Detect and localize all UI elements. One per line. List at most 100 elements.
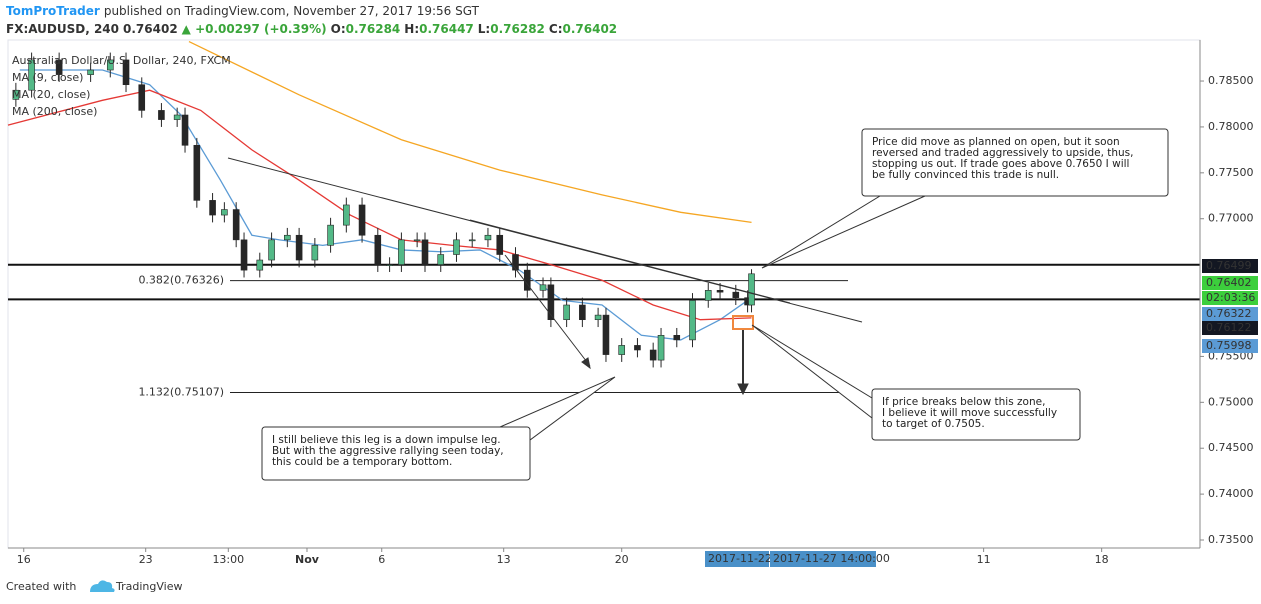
candle-body bbox=[421, 239, 429, 265]
trendline bbox=[469, 219, 791, 304]
fib-label: 1.132(0.75107) bbox=[138, 385, 224, 398]
candle-body bbox=[704, 290, 712, 301]
candle-body bbox=[106, 59, 114, 71]
legend-entry: MA (9, close) bbox=[12, 71, 83, 84]
candle-body bbox=[55, 59, 63, 75]
callout-box bbox=[261, 426, 531, 481]
ohlc-value: 0.76447 bbox=[419, 22, 474, 36]
candle-body bbox=[657, 335, 665, 361]
callout-box bbox=[861, 128, 1169, 197]
candle-body bbox=[547, 284, 555, 321]
callout-text: I still believe this leg is a down impul… bbox=[272, 434, 501, 446]
candle-body bbox=[468, 239, 476, 242]
candle-body bbox=[649, 349, 657, 361]
legend-entry: MA (200, close) bbox=[12, 105, 97, 118]
publish-line: TomProTrader published on TradingView.com… bbox=[6, 4, 480, 18]
y-tick-label: 0.78500 bbox=[1208, 74, 1254, 87]
callout-text: Price did move as planned on open, but i… bbox=[872, 136, 1120, 148]
symbol: FX:AUDUSD, 240 bbox=[6, 22, 119, 36]
candle-body bbox=[232, 209, 240, 241]
candle-body bbox=[484, 234, 492, 241]
candle-body bbox=[413, 239, 421, 242]
candle-body bbox=[181, 114, 189, 146]
candle-body bbox=[716, 290, 724, 293]
x-tick-label: 20 bbox=[615, 553, 629, 566]
candle-body bbox=[173, 114, 181, 120]
arrow-head bbox=[737, 383, 749, 396]
candle-body bbox=[618, 345, 626, 355]
candle-body bbox=[138, 84, 146, 111]
y-tick-label: 0.77500 bbox=[1208, 166, 1254, 179]
x-tick-label: 18 bbox=[1095, 553, 1109, 566]
candle-body bbox=[158, 110, 165, 120]
y-tick-label: 0.75000 bbox=[1208, 395, 1254, 408]
candle-body bbox=[732, 291, 740, 298]
callout-text: But with the aggressive rallying seen to… bbox=[272, 445, 504, 457]
arrow-line bbox=[504, 254, 591, 367]
x-tick-label: 13 bbox=[497, 553, 511, 566]
logo bbox=[90, 580, 115, 592]
x-tick-label: 11 bbox=[977, 553, 991, 566]
price-label: 0.75998 bbox=[1206, 339, 1252, 352]
price-label: 0.76322 bbox=[1206, 307, 1252, 320]
candle-body bbox=[602, 314, 610, 355]
price-label: 0.76499 bbox=[1206, 259, 1252, 272]
candle-body bbox=[358, 204, 366, 236]
legend-title: Australian Dollar/U.S. Dollar, 240, FXCM bbox=[12, 54, 231, 67]
price-label: 0.76122 bbox=[1206, 321, 1252, 334]
callout-text: to target of 0.7505. bbox=[882, 418, 985, 430]
price-label-bg bbox=[1202, 307, 1258, 321]
candle-body bbox=[374, 234, 382, 265]
candle-body bbox=[12, 89, 20, 100]
drawings bbox=[227, 157, 863, 396]
candle-body bbox=[453, 239, 460, 255]
candle-body bbox=[634, 345, 641, 351]
candle-body bbox=[748, 273, 755, 306]
created-with: Created with bbox=[6, 580, 76, 593]
ohlc-label: L: bbox=[478, 22, 490, 36]
change: ▲ +0.00297 (+0.39%) bbox=[182, 22, 327, 36]
callout-text: be fully convinced this trade is null. bbox=[872, 169, 1059, 181]
author: TomProTrader bbox=[6, 4, 100, 18]
candle-body bbox=[221, 209, 228, 216]
candle-body bbox=[673, 335, 681, 341]
x-tick-label: 6 bbox=[378, 553, 385, 566]
candle-body bbox=[398, 239, 405, 265]
crosshair-label: 2017-11-22 2 bbox=[708, 552, 782, 565]
price-label-bg bbox=[1202, 291, 1258, 305]
price-label: 0.76402 bbox=[1206, 276, 1252, 289]
candle-body bbox=[284, 234, 291, 241]
candle-body bbox=[539, 284, 547, 291]
symbol-line: FX:AUDUSD, 240 0.76402 ▲ +0.00297 (+0.39%)… bbox=[6, 22, 617, 36]
candle-body bbox=[594, 314, 602, 321]
y-tick-label: 0.78000 bbox=[1208, 120, 1254, 133]
crosshair-label-bg bbox=[705, 551, 769, 567]
x-tick-label: 16 bbox=[17, 553, 31, 566]
fib-label: 0.382(0.76326) bbox=[138, 274, 224, 287]
callout-box bbox=[871, 388, 1081, 441]
candle-body bbox=[87, 69, 94, 75]
legend-entry: MA (20, close) bbox=[12, 88, 90, 101]
ohlc-label: C: bbox=[549, 22, 563, 36]
x-tick-label: 13:00 bbox=[212, 553, 244, 566]
callout-text: this could be a temporary bottom. bbox=[272, 456, 452, 468]
candle-body bbox=[512, 254, 519, 271]
ohlc-label: O: bbox=[331, 22, 346, 36]
arrow-head bbox=[581, 357, 591, 370]
candle-body bbox=[343, 204, 350, 226]
ohlc-value: 0.76284 bbox=[346, 22, 401, 36]
price-label-bg bbox=[1202, 259, 1258, 273]
callout-text: reversed and traded aggressively to upsi… bbox=[872, 147, 1134, 159]
candle-body bbox=[240, 239, 248, 271]
candle-body bbox=[28, 59, 35, 91]
candle-body bbox=[209, 200, 216, 216]
candle-body bbox=[295, 234, 303, 261]
candle-body bbox=[437, 254, 445, 265]
footer: Created with TradingView bbox=[6, 580, 182, 593]
header: TomProTrader published on TradingView.com… bbox=[6, 4, 617, 36]
crosshair-label-bg bbox=[770, 551, 876, 567]
ohlc-value: 0.76282 bbox=[490, 22, 545, 36]
published: published on TradingView.com, November 2… bbox=[104, 4, 480, 18]
